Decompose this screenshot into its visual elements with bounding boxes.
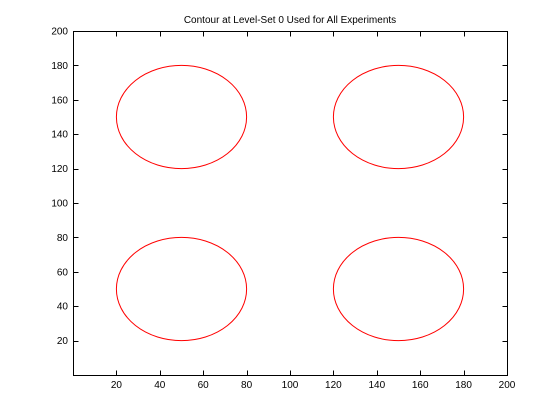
x-tick-label: 140 <box>368 380 385 391</box>
contour-series <box>115 64 465 342</box>
x-tick-label: 120 <box>325 380 342 391</box>
y-tick-label: 140 <box>51 130 68 141</box>
y-tick-label: 160 <box>51 95 68 106</box>
contour-circle-1 <box>115 64 248 170</box>
x-tick-label: 180 <box>455 380 472 391</box>
contour-circle-3 <box>115 236 248 342</box>
x-tick-label: 20 <box>111 380 123 391</box>
y-tick-label: 80 <box>57 233 69 244</box>
x-tick-label: 40 <box>154 380 166 391</box>
x-tick-label: 80 <box>241 380 253 391</box>
x-tick-label: 160 <box>412 380 429 391</box>
y-tick-label: 120 <box>51 164 68 175</box>
y-tick-label: 100 <box>51 199 68 210</box>
y-tick-label: 20 <box>57 336 69 347</box>
plot-area <box>73 31 508 376</box>
x-tick-label: 200 <box>499 380 516 391</box>
y-axis: 20 40 60 80 100 120 140 160 180 200 <box>51 27 508 347</box>
y-tick-label: 180 <box>51 61 68 72</box>
x-tick-label: 100 <box>282 380 299 391</box>
contour-circle-4 <box>332 236 465 342</box>
y-tick-label: 60 <box>57 267 69 278</box>
x-tick-label: 60 <box>198 380 210 391</box>
y-tick-label: 200 <box>51 27 68 38</box>
contour-circle-2 <box>332 64 465 170</box>
x-axis: 20 40 60 80 100 120 140 160 180 200 <box>111 31 516 391</box>
chart-title: Contour at Level-Set 0 Used for All Expe… <box>184 15 396 26</box>
y-tick-label: 40 <box>57 302 69 313</box>
